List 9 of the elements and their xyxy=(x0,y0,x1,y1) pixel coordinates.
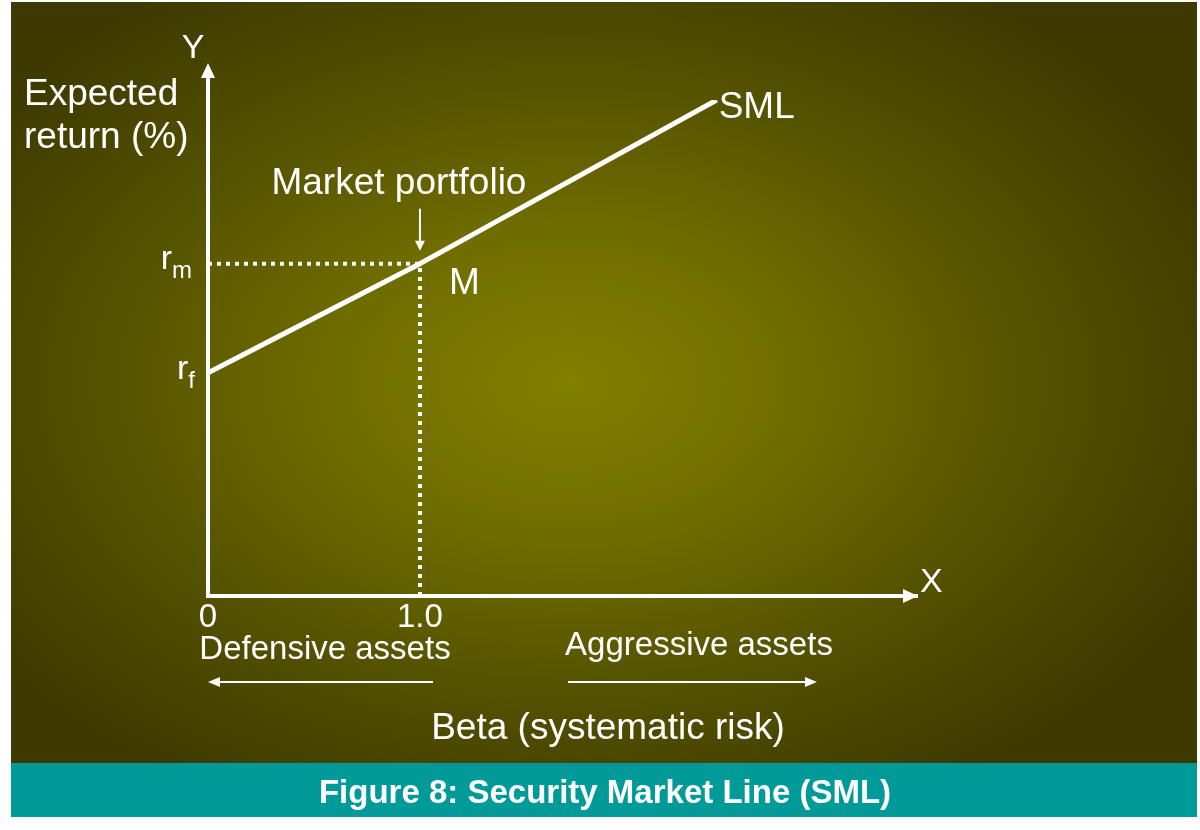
text: X xyxy=(920,561,943,599)
x-axis-title: Beta (systematic risk) xyxy=(431,706,785,747)
text: Y xyxy=(181,27,205,65)
series-label: SML xyxy=(718,85,795,126)
text: Figure 8: Security Market Line (SML) xyxy=(318,773,892,810)
annotation: M xyxy=(448,260,480,302)
y-axis-title: Expected return (%) xyxy=(24,72,189,156)
text: Aggressive assets xyxy=(565,625,833,662)
annotation: Market portfolio xyxy=(271,160,527,202)
